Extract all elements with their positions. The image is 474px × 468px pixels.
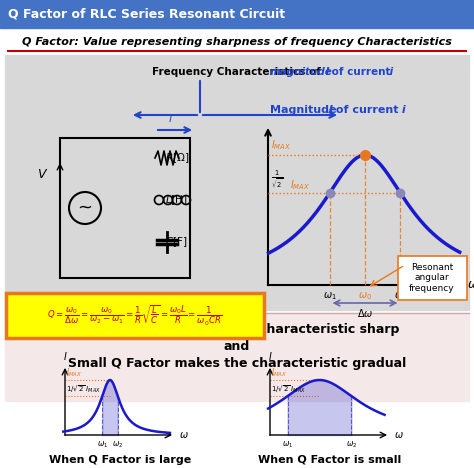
Text: $1/\sqrt{2}\ I_{MAX}$: $1/\sqrt{2}\ I_{MAX}$ (271, 383, 306, 395)
Text: $\omega_2$: $\omega_2$ (346, 439, 357, 449)
Text: $I$: $I$ (268, 350, 272, 362)
Text: Frequency Characteristics of: Frequency Characteristics of (152, 67, 325, 77)
Text: of current: of current (332, 105, 399, 115)
Text: of current: of current (328, 67, 391, 77)
Text: When Q Factor is large: When Q Factor is large (49, 455, 191, 465)
Text: $\omega_1$: $\omega_1$ (97, 439, 108, 449)
FancyBboxPatch shape (398, 256, 467, 300)
Text: i: i (386, 67, 393, 77)
Text: $I_{MAX}$: $I_{MAX}$ (271, 138, 291, 152)
Text: and: and (224, 341, 250, 353)
Text: Q Factor: Value representing sharpness of frequency Characteristics: Q Factor: Value representing sharpness o… (22, 37, 452, 47)
Text: $\omega_2$: $\omega_2$ (393, 290, 407, 302)
Text: $L$[H]: $L$[H] (165, 193, 188, 207)
Text: $R$[Ω]: $R$[Ω] (165, 151, 190, 165)
Text: Small Q Factor makes the characteristic gradual: Small Q Factor makes the characteristic … (68, 358, 406, 371)
Text: $\frac{1}{\sqrt{2}}$: $\frac{1}{\sqrt{2}}$ (271, 168, 283, 190)
Text: $\Delta\omega$: $\Delta\omega$ (357, 307, 373, 319)
Text: I: I (325, 105, 333, 115)
Text: Q Factor of RLC Series Resonant Circuit: Q Factor of RLC Series Resonant Circuit (8, 7, 285, 21)
Text: Resonant
angular
frequency: Resonant angular frequency (409, 263, 455, 293)
Text: $V$: $V$ (36, 168, 48, 182)
Text: $I_{MAX}$: $I_{MAX}$ (271, 366, 287, 379)
Text: $\omega_2$: $\omega_2$ (112, 439, 123, 449)
Text: $\omega$: $\omega$ (394, 430, 404, 440)
Text: When Q Factor is small: When Q Factor is small (258, 455, 401, 465)
Bar (60, 138, 190, 278)
Bar (6, 293, 264, 338)
Text: $\omega_1$: $\omega_1$ (323, 290, 337, 302)
Text: i: i (398, 105, 406, 115)
Text: $\omega_0$: $\omega_0$ (358, 290, 372, 302)
Text: Large Q Factor makes the characteristic sharp: Large Q Factor makes the characteristic … (74, 323, 400, 336)
Text: $1/\sqrt{2}\ I_{MAX}$: $1/\sqrt{2}\ I_{MAX}$ (66, 383, 101, 395)
Bar (0, 0, 474, 28)
Text: magnitude: magnitude (270, 67, 333, 77)
Text: $C$[F]: $C$[F] (165, 235, 187, 249)
Text: $Q = \dfrac{\omega_0}{\Delta\omega} = \dfrac{\omega_0}{\omega_2 - \omega_1}= \df: $Q = \dfrac{\omega_0}{\Delta\omega} = \d… (47, 304, 223, 328)
Text: I: I (322, 67, 329, 77)
Bar (5, 313, 469, 401)
Text: $i$: $i$ (168, 112, 173, 124)
Text: ~: ~ (78, 199, 92, 217)
Bar (5, 55, 469, 310)
Text: $I$: $I$ (63, 350, 67, 362)
Text: $I_{MAX}$: $I_{MAX}$ (290, 178, 310, 192)
Text: $\omega_1$: $\omega_1$ (282, 439, 293, 449)
Text: $\omega$: $\omega$ (179, 430, 189, 440)
Text: $I_{MAX}$: $I_{MAX}$ (66, 366, 82, 379)
Text: $\omega$: $\omega$ (467, 278, 474, 292)
Text: Magnitude: Magnitude (270, 105, 337, 115)
